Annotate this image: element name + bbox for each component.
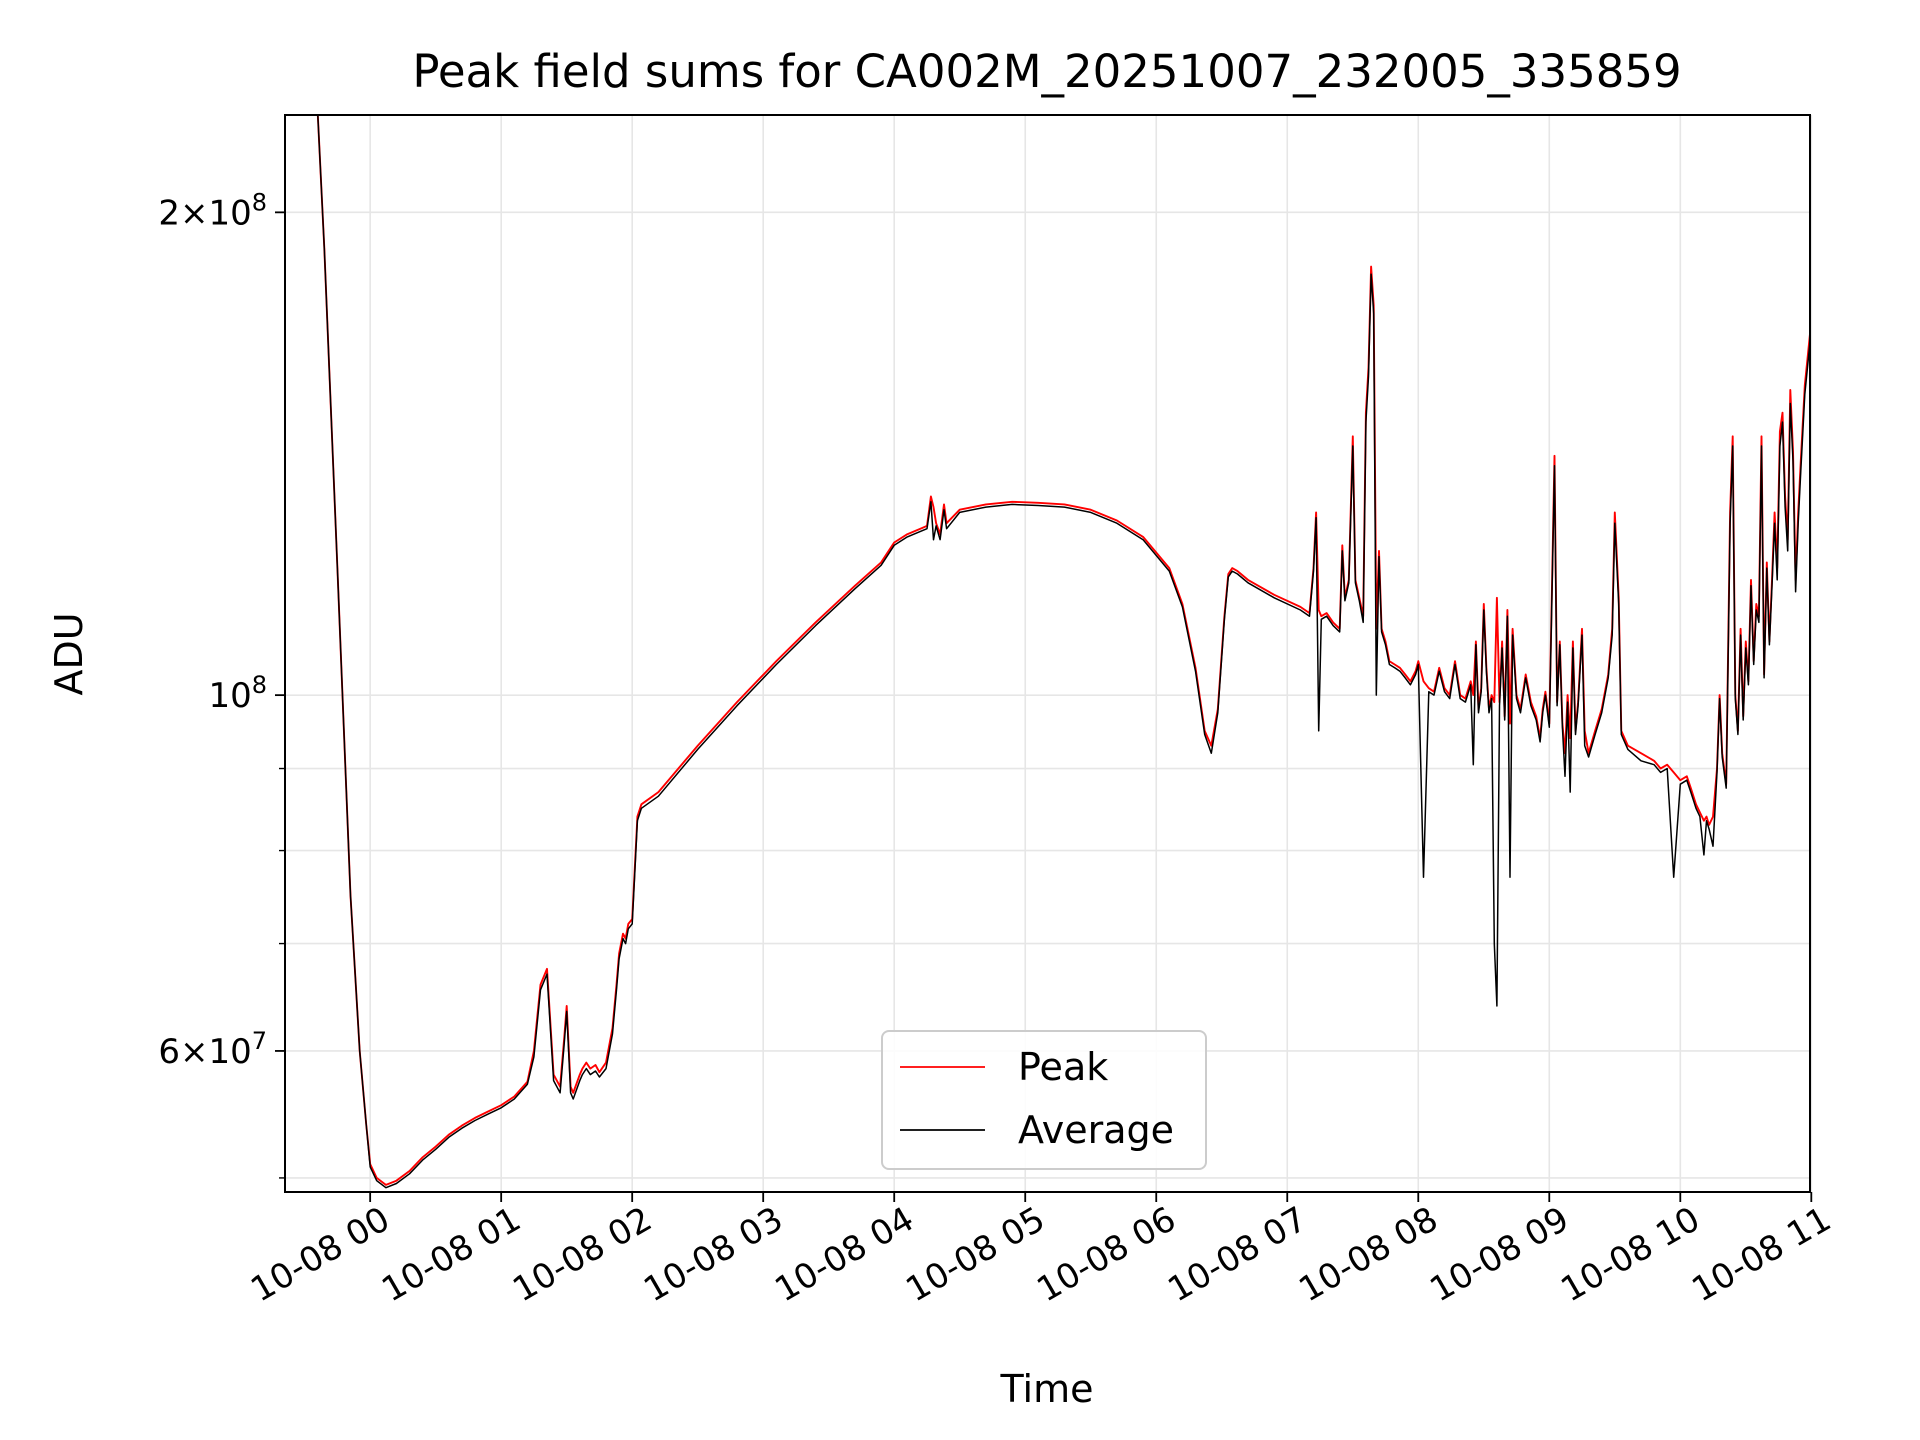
chart-title: Peak field sums for CA002M_20251007_2320… [412,45,1681,98]
plot-frame [284,114,1811,1193]
y-tick-label: 6×107 [158,1027,267,1072]
series-line-peak [284,114,1811,1186]
y-tick-label: 2×108 [158,188,267,233]
y-tick-times: × [180,1032,209,1072]
y-axis-label: ADU [47,612,91,695]
y-tick-exponent: 7 [252,1027,267,1055]
legend: Peak Average [881,1030,1207,1170]
y-tick-base: 2 [158,193,180,233]
y-tick-label: 108 [208,671,267,716]
y-tick-times: × [180,193,209,233]
legend-peak-label: Peak [1018,1045,1108,1089]
y-tick-ten: 10 [208,1032,251,1072]
series-line-average [284,114,1811,1189]
y-tick-ten: 10 [208,193,251,233]
legend-average-label: Average [1018,1108,1174,1152]
y-tick-exponent: 8 [252,671,267,699]
legend-box [881,1030,1207,1170]
y-tick-ten: 10 [208,676,251,716]
y-tick-base: 6 [158,1032,180,1072]
x-axis-label: Time [1000,1367,1094,1411]
grid [285,115,1813,1192]
series-layer [284,114,1811,1189]
y-tick-exponent: 8 [252,188,267,216]
